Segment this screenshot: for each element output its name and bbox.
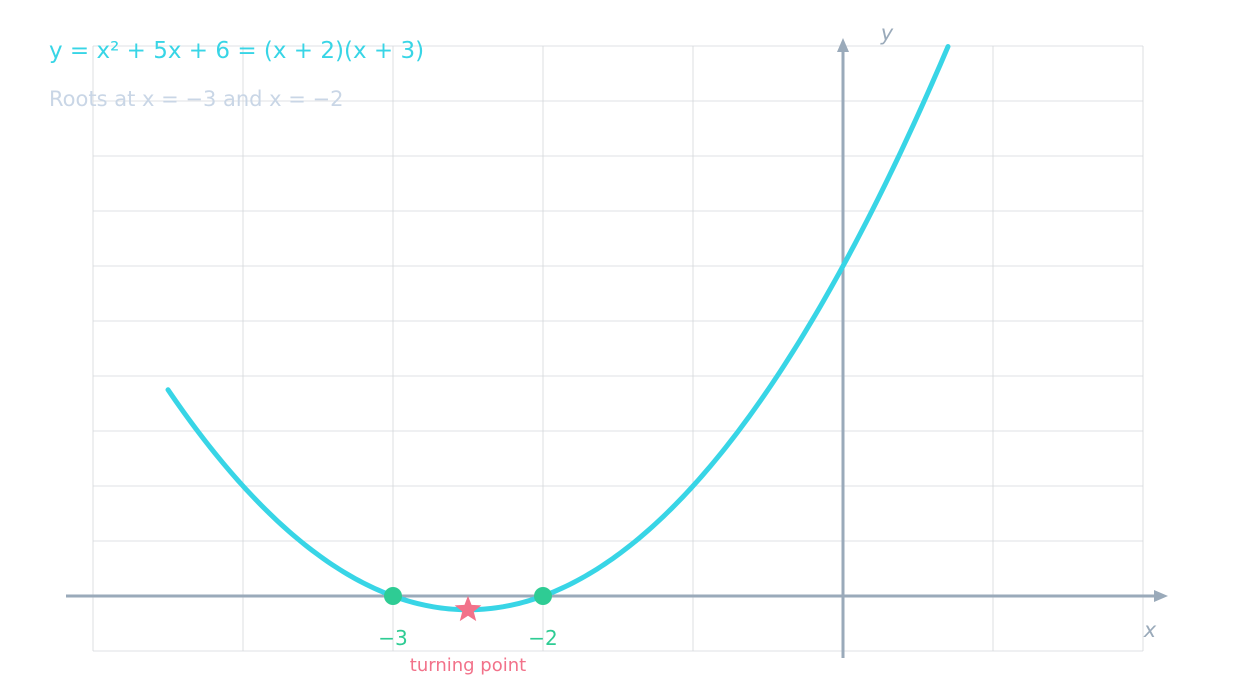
root-label: −3 <box>378 626 407 650</box>
chart-title: y = x² + 5x + 6 = (x + 2)(x + 3) <box>49 38 425 64</box>
series-layer <box>165 44 951 613</box>
root-label: −2 <box>528 626 557 650</box>
root-point <box>534 587 552 605</box>
axes: xy <box>66 21 1168 658</box>
grid <box>92 45 1144 652</box>
x-axis-arrow-icon <box>1154 590 1168 602</box>
chart-subtitle: Roots at x = −3 and x = −2 <box>49 87 344 111</box>
series-line <box>165 44 951 613</box>
y-axis-label: y <box>880 21 894 45</box>
turning-point-star-icon <box>454 595 482 622</box>
root-point <box>384 587 402 605</box>
y-axis-arrow-icon <box>837 38 849 52</box>
x-axis-label: x <box>1143 618 1157 642</box>
turning-point-label: turning point <box>410 655 526 676</box>
